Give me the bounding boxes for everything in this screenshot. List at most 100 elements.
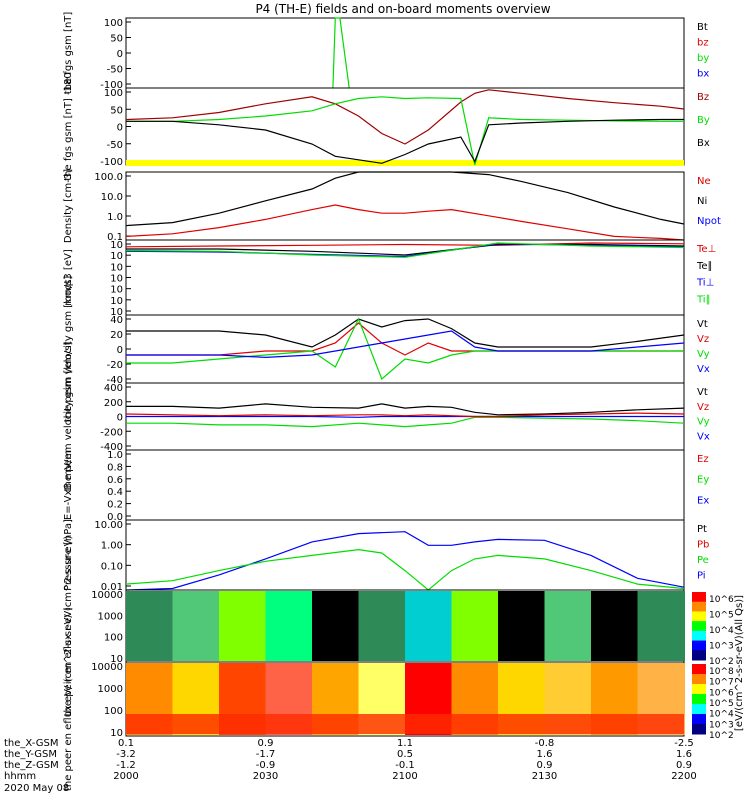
y-tick-label: -400 bbox=[100, 442, 123, 453]
x-tick-label: 0.9 bbox=[258, 738, 274, 749]
y-tick-label: 50 bbox=[110, 34, 123, 45]
figure-title: P4 (TH-E) fields and on-board moments ov… bbox=[255, 2, 550, 16]
spectrogram-block bbox=[265, 591, 313, 661]
legend-entry: Bt bbox=[697, 22, 708, 33]
x-tick-label: -0.8 bbox=[535, 738, 555, 749]
series-Te⊥ bbox=[125, 242, 685, 248]
series-Bx bbox=[126, 118, 684, 164]
y-tick-label: -40 bbox=[107, 375, 123, 386]
series-Vz bbox=[125, 412, 685, 418]
colorbar-segment bbox=[692, 704, 706, 715]
date-label: 2020 May 08 bbox=[4, 783, 69, 794]
legend-entry: Ni bbox=[697, 196, 707, 207]
spectrogram-lowenergy-band bbox=[126, 714, 684, 734]
colorbar-segment bbox=[692, 714, 706, 725]
y-tick-label: 0.0 bbox=[107, 512, 123, 523]
spectrogram-block bbox=[637, 591, 685, 661]
y-tick-label: 100 bbox=[104, 706, 123, 717]
y-axis-label: the peir en eflux eV/ (cm^2-s-sr-eV) bbox=[63, 536, 74, 717]
x-tick-label: 2000 bbox=[113, 771, 138, 782]
legend-entry: Vt bbox=[697, 319, 708, 330]
panel-pressure: Pressure [nPa] 10.00 1.00 0.10 0.01 Pt Pb Pe Pi bbox=[63, 519, 709, 593]
colorbar-tick-label: 10^8 bbox=[709, 667, 734, 677]
legend-entry: Te⊥ bbox=[696, 244, 716, 255]
x-tick-label: 0.5 bbox=[397, 749, 413, 760]
y-tick-label: 40 bbox=[110, 315, 123, 326]
y-tick-label: 10.0 bbox=[101, 192, 123, 203]
y-tick-label: -50 bbox=[107, 140, 123, 151]
yellow-flag-bar bbox=[126, 160, 684, 166]
y-tick-label: 20 bbox=[110, 330, 123, 341]
series-Vy bbox=[126, 416, 685, 428]
panel-efield: E=-VxB mV/m 1.00.8 0.60.4 0.20.0 Ez Ey Ex bbox=[63, 449, 709, 523]
colorbar-segment bbox=[692, 694, 706, 705]
colorbar-segment bbox=[692, 592, 706, 603]
y-tick-label: 10 bbox=[110, 307, 123, 318]
colorbar-segment bbox=[692, 684, 706, 695]
legend-entry: Vz bbox=[697, 334, 709, 345]
x-row-label: the_X-GSM bbox=[4, 738, 58, 749]
y-tick-label: 10 bbox=[110, 285, 123, 296]
y-tick-label: 1.0 bbox=[107, 212, 123, 223]
y-tick-label: 0.4 bbox=[107, 487, 123, 498]
series-Vy bbox=[126, 317, 684, 381]
x-tick-label: -0.1 bbox=[395, 760, 415, 771]
legend-entry: Pt bbox=[697, 524, 707, 535]
series-Vt bbox=[126, 318, 685, 348]
y-axis-label: E=-VxB mV/m bbox=[63, 450, 74, 520]
spectrogram-block bbox=[312, 591, 360, 661]
panel-frame bbox=[125, 171, 685, 241]
spectrogram-block bbox=[126, 591, 174, 661]
colorbar-segment bbox=[692, 640, 706, 651]
y-axis-label: the peem velocity gsm [km/s] bbox=[63, 342, 74, 492]
panel-frame bbox=[125, 314, 685, 384]
panel-peir: the peir en eflux eV/ (cm^2-s-sr-eV) 100 0… bbox=[63, 536, 734, 717]
y-tick-label: 100 bbox=[104, 88, 123, 99]
series-Pi bbox=[125, 531, 685, 591]
x-tick-label: 1.6 bbox=[537, 749, 553, 760]
colorbar-tick-label: 10^5 bbox=[709, 611, 734, 621]
legend-entry: Vy bbox=[697, 417, 710, 428]
panel-vel_peim: the peim velocity gsm [km/s] 40200-20-40V… bbox=[63, 276, 710, 423]
y-tick-label: 100 bbox=[104, 18, 123, 29]
y-tick-label: 10 bbox=[110, 654, 123, 665]
colorbar-label: [eV/(cm^2-s-sr-eV)(All Qs)] bbox=[734, 595, 745, 731]
y-tick-label: 10 bbox=[110, 274, 123, 285]
y-tick-label: 1.00 bbox=[101, 541, 123, 552]
x-tick-label: -0.9 bbox=[256, 760, 276, 771]
legend-entry: Vy bbox=[697, 349, 710, 360]
spectrogram-block bbox=[405, 591, 453, 661]
panel-frame bbox=[125, 519, 685, 591]
legend-entry: Ti⊥ bbox=[696, 278, 714, 289]
colorbar-tick-label: 10^6 bbox=[709, 688, 734, 698]
colorbar-segment bbox=[692, 674, 706, 685]
y-tick-label: 200 bbox=[104, 398, 123, 409]
panel-frame bbox=[125, 17, 685, 89]
x-tick-label: 2200 bbox=[671, 771, 696, 782]
colorbar-segment bbox=[692, 664, 706, 675]
y-axis-label: the peer en eflux eV/ (cm^2-s-sr-eV) bbox=[63, 607, 74, 791]
y-tick-label: 0.6 bbox=[107, 475, 123, 486]
legend-entry: Ey bbox=[697, 475, 709, 486]
x-tick-label: 1.6 bbox=[676, 749, 692, 760]
colorbar-segment bbox=[692, 621, 706, 632]
y-tick-label: -100 bbox=[100, 157, 123, 168]
panel-frame bbox=[125, 87, 685, 166]
y-tick-label: 100.0 bbox=[94, 172, 123, 183]
y-tick-label: 0.01 bbox=[101, 582, 123, 593]
y-axis-label: Density [cm-3] bbox=[63, 169, 74, 243]
y-tick-label: 0 bbox=[117, 49, 123, 60]
x-row-label: hhmm bbox=[4, 771, 36, 782]
y-tick-label: 0 bbox=[117, 413, 123, 424]
x-tick-label: 0.9 bbox=[676, 760, 692, 771]
spectrogram-block bbox=[219, 591, 267, 661]
colorbar-segment bbox=[692, 611, 706, 622]
y-tick-label: 0 bbox=[117, 345, 123, 356]
y-tick-label: 400 bbox=[104, 383, 123, 394]
spectrogram-block bbox=[498, 591, 546, 661]
panel-density: Density [cm-3] 100.0 10.0 1.0 0.1 Ne Ni Npot bbox=[63, 169, 721, 243]
y-tick-label: -100 bbox=[100, 80, 123, 91]
x-tick-label: -3.2 bbox=[116, 749, 136, 760]
y-tick-label: 0.8 bbox=[107, 462, 123, 473]
